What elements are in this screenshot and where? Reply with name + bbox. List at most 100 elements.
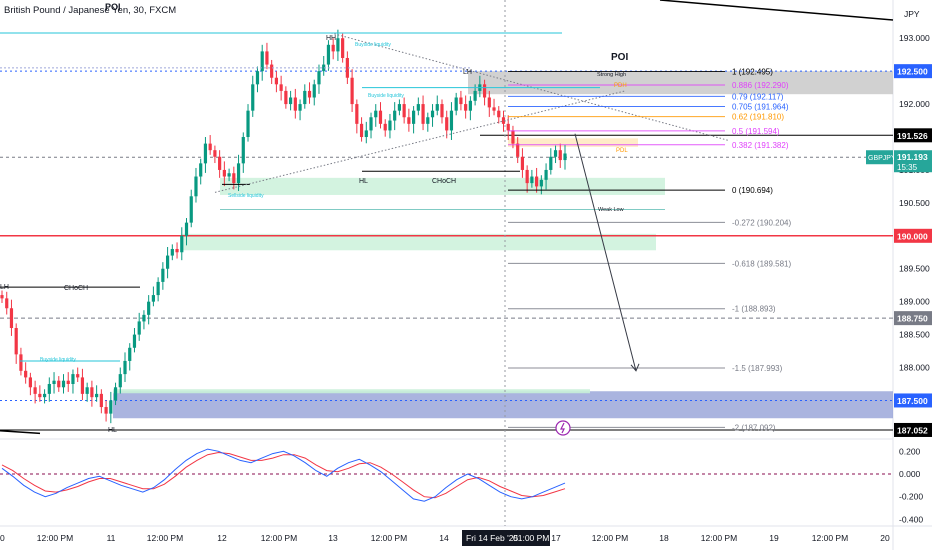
demand-zone-middle bbox=[181, 233, 656, 251]
candle-body bbox=[553, 150, 558, 157]
osc-axis-label: -0.200 bbox=[899, 492, 923, 502]
hh-label: HH bbox=[326, 35, 336, 42]
candle-body bbox=[104, 407, 108, 414]
candle-body bbox=[61, 380, 66, 388]
candle-body bbox=[52, 380, 56, 384]
candle-body bbox=[459, 97, 463, 105]
candle-body bbox=[76, 374, 80, 378]
candle-body bbox=[464, 104, 468, 111]
choch-label-right: CHoCH bbox=[432, 178, 456, 185]
price-badge-label: 191.526 bbox=[897, 131, 928, 141]
candle-body bbox=[364, 130, 368, 138]
premium-zone bbox=[468, 71, 893, 95]
candle-body bbox=[24, 370, 28, 378]
candle-body bbox=[274, 77, 279, 85]
fib-label: 0.62 (191.810) bbox=[732, 113, 784, 122]
candle-body bbox=[161, 268, 165, 282]
candle-body bbox=[359, 123, 364, 138]
price-axis-label: 192.000 bbox=[899, 99, 930, 109]
candle-body bbox=[95, 393, 99, 398]
ticker-tag-label: GBPJPY bbox=[868, 155, 896, 162]
hl-label-low: HL bbox=[108, 427, 117, 434]
candle-body bbox=[80, 377, 85, 394]
candle-body bbox=[501, 117, 506, 124]
candle-body bbox=[449, 110, 454, 131]
price-badge-label: 188.750 bbox=[897, 314, 928, 324]
price-axis-label: 188.500 bbox=[899, 330, 930, 340]
candle-body bbox=[5, 298, 9, 309]
candle-body bbox=[128, 347, 132, 361]
candle-body bbox=[288, 97, 293, 105]
projection-arrow bbox=[574, 133, 637, 371]
candle-body bbox=[549, 156, 553, 170]
candle-body bbox=[156, 281, 160, 296]
candle-body bbox=[232, 173, 236, 184]
candle-body bbox=[355, 104, 359, 124]
time-axis-label: 0 bbox=[0, 533, 5, 543]
price-badge-label: 190.000 bbox=[897, 231, 928, 241]
candle-body bbox=[9, 308, 14, 329]
candle-body bbox=[482, 84, 487, 98]
osc-axis-label: -0.400 bbox=[899, 514, 923, 524]
choch-label-left: CHoCH bbox=[64, 285, 88, 292]
candle-body bbox=[473, 90, 477, 101]
time-cursor-date: Fri 14 Feb '25 bbox=[466, 533, 518, 543]
candle-body bbox=[525, 169, 529, 184]
candle-body bbox=[426, 117, 430, 124]
candle-body bbox=[563, 153, 567, 161]
price-badge bbox=[894, 228, 932, 243]
candle-body bbox=[137, 321, 141, 335]
fib-label: -1 (188.893) bbox=[732, 305, 776, 314]
price-badge bbox=[894, 422, 932, 437]
candle-body bbox=[402, 104, 406, 118]
candle-body bbox=[208, 143, 212, 151]
candle-body bbox=[374, 110, 378, 118]
last-price-badge bbox=[894, 150, 932, 173]
candle-body bbox=[284, 90, 288, 105]
candle-body bbox=[487, 97, 491, 108]
candle-body bbox=[132, 334, 137, 348]
candle-body bbox=[397, 104, 402, 111]
time-axis-label: 12:00 PM bbox=[261, 533, 297, 543]
candle-body bbox=[298, 104, 302, 111]
price-badge bbox=[894, 128, 932, 143]
candle-body bbox=[440, 104, 444, 118]
candles bbox=[0, 29, 567, 424]
candle-body bbox=[236, 163, 241, 184]
alert-icon[interactable] bbox=[555, 420, 571, 436]
candle-body bbox=[393, 110, 397, 121]
pdl-label: PDL bbox=[616, 148, 628, 154]
candle-body bbox=[497, 110, 501, 118]
candle-body bbox=[147, 301, 151, 315]
sellside-label: Sellside liquidity bbox=[228, 193, 264, 199]
wedge-lower bbox=[214, 90, 626, 193]
candle-body bbox=[383, 123, 387, 131]
time-axis-label: 18 bbox=[659, 533, 669, 543]
demand-zone-thin bbox=[113, 389, 590, 394]
price-badge bbox=[894, 64, 932, 79]
candle-body bbox=[57, 380, 61, 388]
buyside-label-top: Buyside liquidity bbox=[355, 42, 391, 48]
candle-body bbox=[350, 77, 354, 105]
candle-body bbox=[322, 64, 326, 72]
candle-body bbox=[109, 400, 113, 414]
time-axis-label: 11 bbox=[107, 533, 116, 543]
ticker-tag bbox=[866, 150, 893, 165]
candle-body bbox=[184, 222, 189, 236]
price-badge-label: 192.500 bbox=[897, 67, 928, 77]
candle-body bbox=[468, 100, 472, 111]
time-cursor-badge bbox=[462, 530, 550, 546]
currency-label: JPY bbox=[904, 9, 920, 19]
candle-body bbox=[511, 130, 515, 144]
candle-body bbox=[14, 328, 18, 355]
candle-body bbox=[0, 295, 4, 299]
candle-body bbox=[213, 150, 217, 157]
candle-body bbox=[38, 393, 42, 398]
candle-body bbox=[90, 387, 94, 398]
fib-label: -0.272 (190.204) bbox=[732, 218, 791, 227]
candle-body bbox=[345, 57, 349, 78]
candle-body bbox=[199, 163, 203, 177]
buyside-label-mid: Buyside liquidity bbox=[368, 93, 404, 99]
candle-body bbox=[42, 393, 47, 398]
